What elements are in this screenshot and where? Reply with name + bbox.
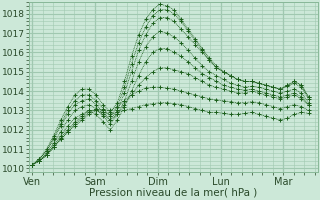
X-axis label: Pression niveau de la mer( hPa ): Pression niveau de la mer( hPa ) (90, 188, 258, 198)
